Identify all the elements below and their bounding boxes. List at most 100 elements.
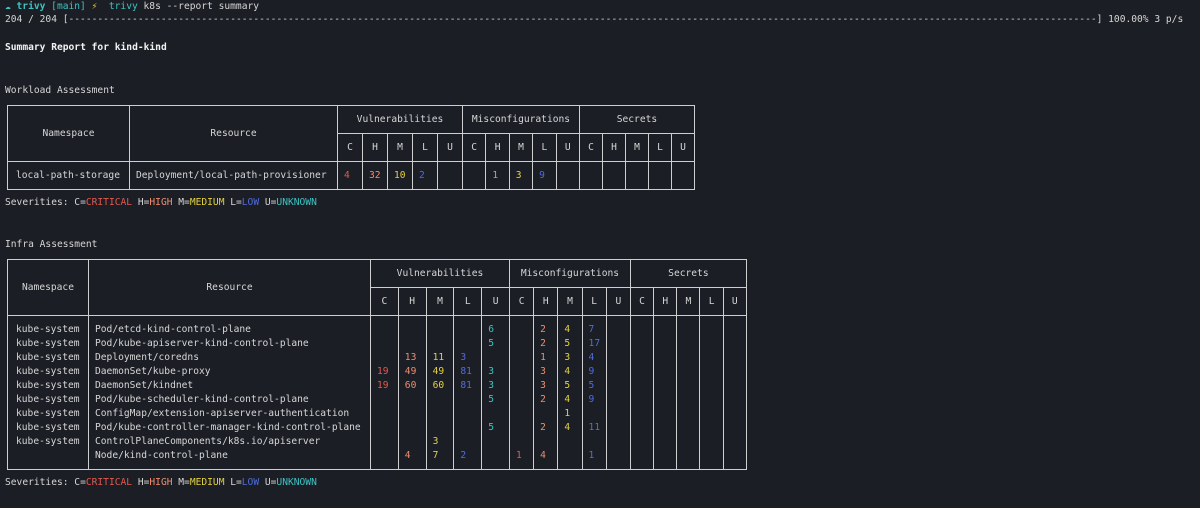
legend-name: HIGH — [149, 477, 173, 488]
resource-cell: Pod/kube-controller-manager-kind-control… — [88, 421, 371, 435]
severity-header: M — [624, 133, 649, 162]
count-cell — [629, 421, 655, 435]
count-cell: 4 — [581, 351, 607, 365]
count-cell — [508, 435, 535, 449]
count-cell — [653, 393, 678, 407]
count-cell — [722, 435, 747, 449]
count-cell — [676, 435, 701, 449]
count-cell: 3 — [453, 351, 483, 365]
count-cell — [425, 421, 455, 435]
count-cell — [676, 351, 701, 365]
progress-bar: [---------------------------------------… — [62, 14, 1103, 25]
severity-legend: Severities: C=CRITICAL H=HIGH M=MEDIUM L=LOW… — [5, 197, 317, 209]
count-cell — [601, 161, 626, 190]
count-cell — [676, 407, 701, 421]
count-cell: 3 — [508, 161, 534, 190]
table-head: Namespace Resource Vulnerabilities Misconfi… — [7, 105, 695, 162]
count-cell: 6 — [481, 315, 510, 337]
summary-table: Namespace Resource Vulnerabilities Misconfi… — [7, 105, 695, 190]
count-cell — [722, 315, 747, 337]
namespace-cell: kube-system — [7, 379, 89, 393]
count-cell — [653, 337, 678, 351]
legend-name: CRITICAL — [85, 477, 133, 488]
group-header: Secrets — [578, 105, 695, 134]
severity-header: C — [629, 287, 655, 316]
count-cell — [370, 421, 399, 435]
namespace-cell: kube-system — [7, 337, 89, 351]
count-cell — [629, 337, 655, 351]
count-cell — [425, 407, 455, 421]
count-cell — [653, 449, 678, 470]
resource-row: kube-system Pod/etcd-kind-control-plane 6 2… — [7, 315, 747, 337]
namespace-header: Namespace — [7, 259, 89, 316]
count-cell — [425, 315, 455, 337]
count-cell: 5 — [481, 393, 510, 407]
count-cell — [629, 351, 655, 365]
count-cell — [676, 379, 701, 393]
count-cell: 10 — [387, 161, 413, 190]
count-cell — [453, 315, 483, 337]
resource-cell: Pod/kube-scheduler-kind-control-plane — [88, 393, 371, 407]
group-header: Misconfigurations — [462, 105, 580, 134]
count-cell — [370, 407, 399, 421]
count-cell — [397, 407, 427, 421]
legend-name: UNKNOWN — [276, 197, 317, 208]
count-cell — [397, 315, 427, 337]
legend-label: Severities: — [5, 477, 69, 488]
severity-header: M — [676, 287, 701, 316]
count-cell — [453, 407, 483, 421]
header-row: Namespace Resource Vulnerabilities Misconfi… — [7, 105, 695, 162]
resource-cell: Deployment/local-path-provisioner — [129, 161, 338, 190]
legend-name: MEDIUM — [189, 197, 225, 208]
count-cell — [629, 449, 655, 470]
count-cell — [722, 421, 747, 435]
count-cell — [397, 337, 427, 351]
count-cell — [481, 407, 510, 421]
count-cell — [722, 351, 747, 365]
severity-header: H — [362, 133, 388, 162]
count-cell — [581, 435, 607, 449]
count-cell — [397, 393, 427, 407]
namespace-cell: kube-system — [7, 393, 89, 407]
count-cell — [605, 449, 631, 470]
count-cell — [653, 351, 678, 365]
severity-header: U — [437, 133, 463, 162]
section-heading: Infra Assessment — [5, 239, 97, 251]
count-cell — [508, 365, 535, 379]
count-cell: 4 — [557, 393, 583, 407]
resource-row: kube-system DaemonSet/kindnet 19 60 60 81 3 3 5 5 — [7, 379, 747, 393]
count-cell — [699, 379, 724, 393]
count-cell: 32 — [362, 161, 388, 190]
count-cell: 4 — [533, 449, 559, 470]
resource-row: local-path-storage Deployment/local-path-… — [7, 161, 695, 190]
severity-header: C — [578, 133, 603, 162]
resource-cell: DaemonSet/kube-proxy — [88, 365, 371, 379]
count-cell: 60 — [425, 379, 455, 393]
count-cell — [508, 421, 535, 435]
resource-row: kube-system Pod/kube-controller-manager-k… — [7, 421, 747, 435]
group-header: Secrets — [629, 259, 747, 288]
severity-header: L — [647, 133, 672, 162]
count-cell: 1 — [557, 407, 583, 421]
count-cell — [533, 435, 559, 449]
count-cell — [722, 407, 747, 421]
count-cell: 4 — [557, 315, 583, 337]
count-cell — [653, 421, 678, 435]
count-cell — [533, 407, 559, 421]
severity-header: H — [601, 133, 626, 162]
count-cell — [676, 337, 701, 351]
count-cell — [699, 435, 724, 449]
count-cell — [370, 351, 399, 365]
prompt-dir: trivy — [16, 1, 46, 12]
count-cell: 81 — [453, 365, 483, 379]
legend-name: LOW — [241, 477, 260, 488]
resource-cell: ConfigMap/extension-apiserver-authentica… — [88, 407, 371, 421]
count-cell: 2 — [412, 161, 438, 190]
count-cell: 4 — [557, 365, 583, 379]
count-cell — [481, 435, 510, 449]
count-cell: 7 — [425, 449, 455, 470]
count-cell — [461, 161, 487, 190]
